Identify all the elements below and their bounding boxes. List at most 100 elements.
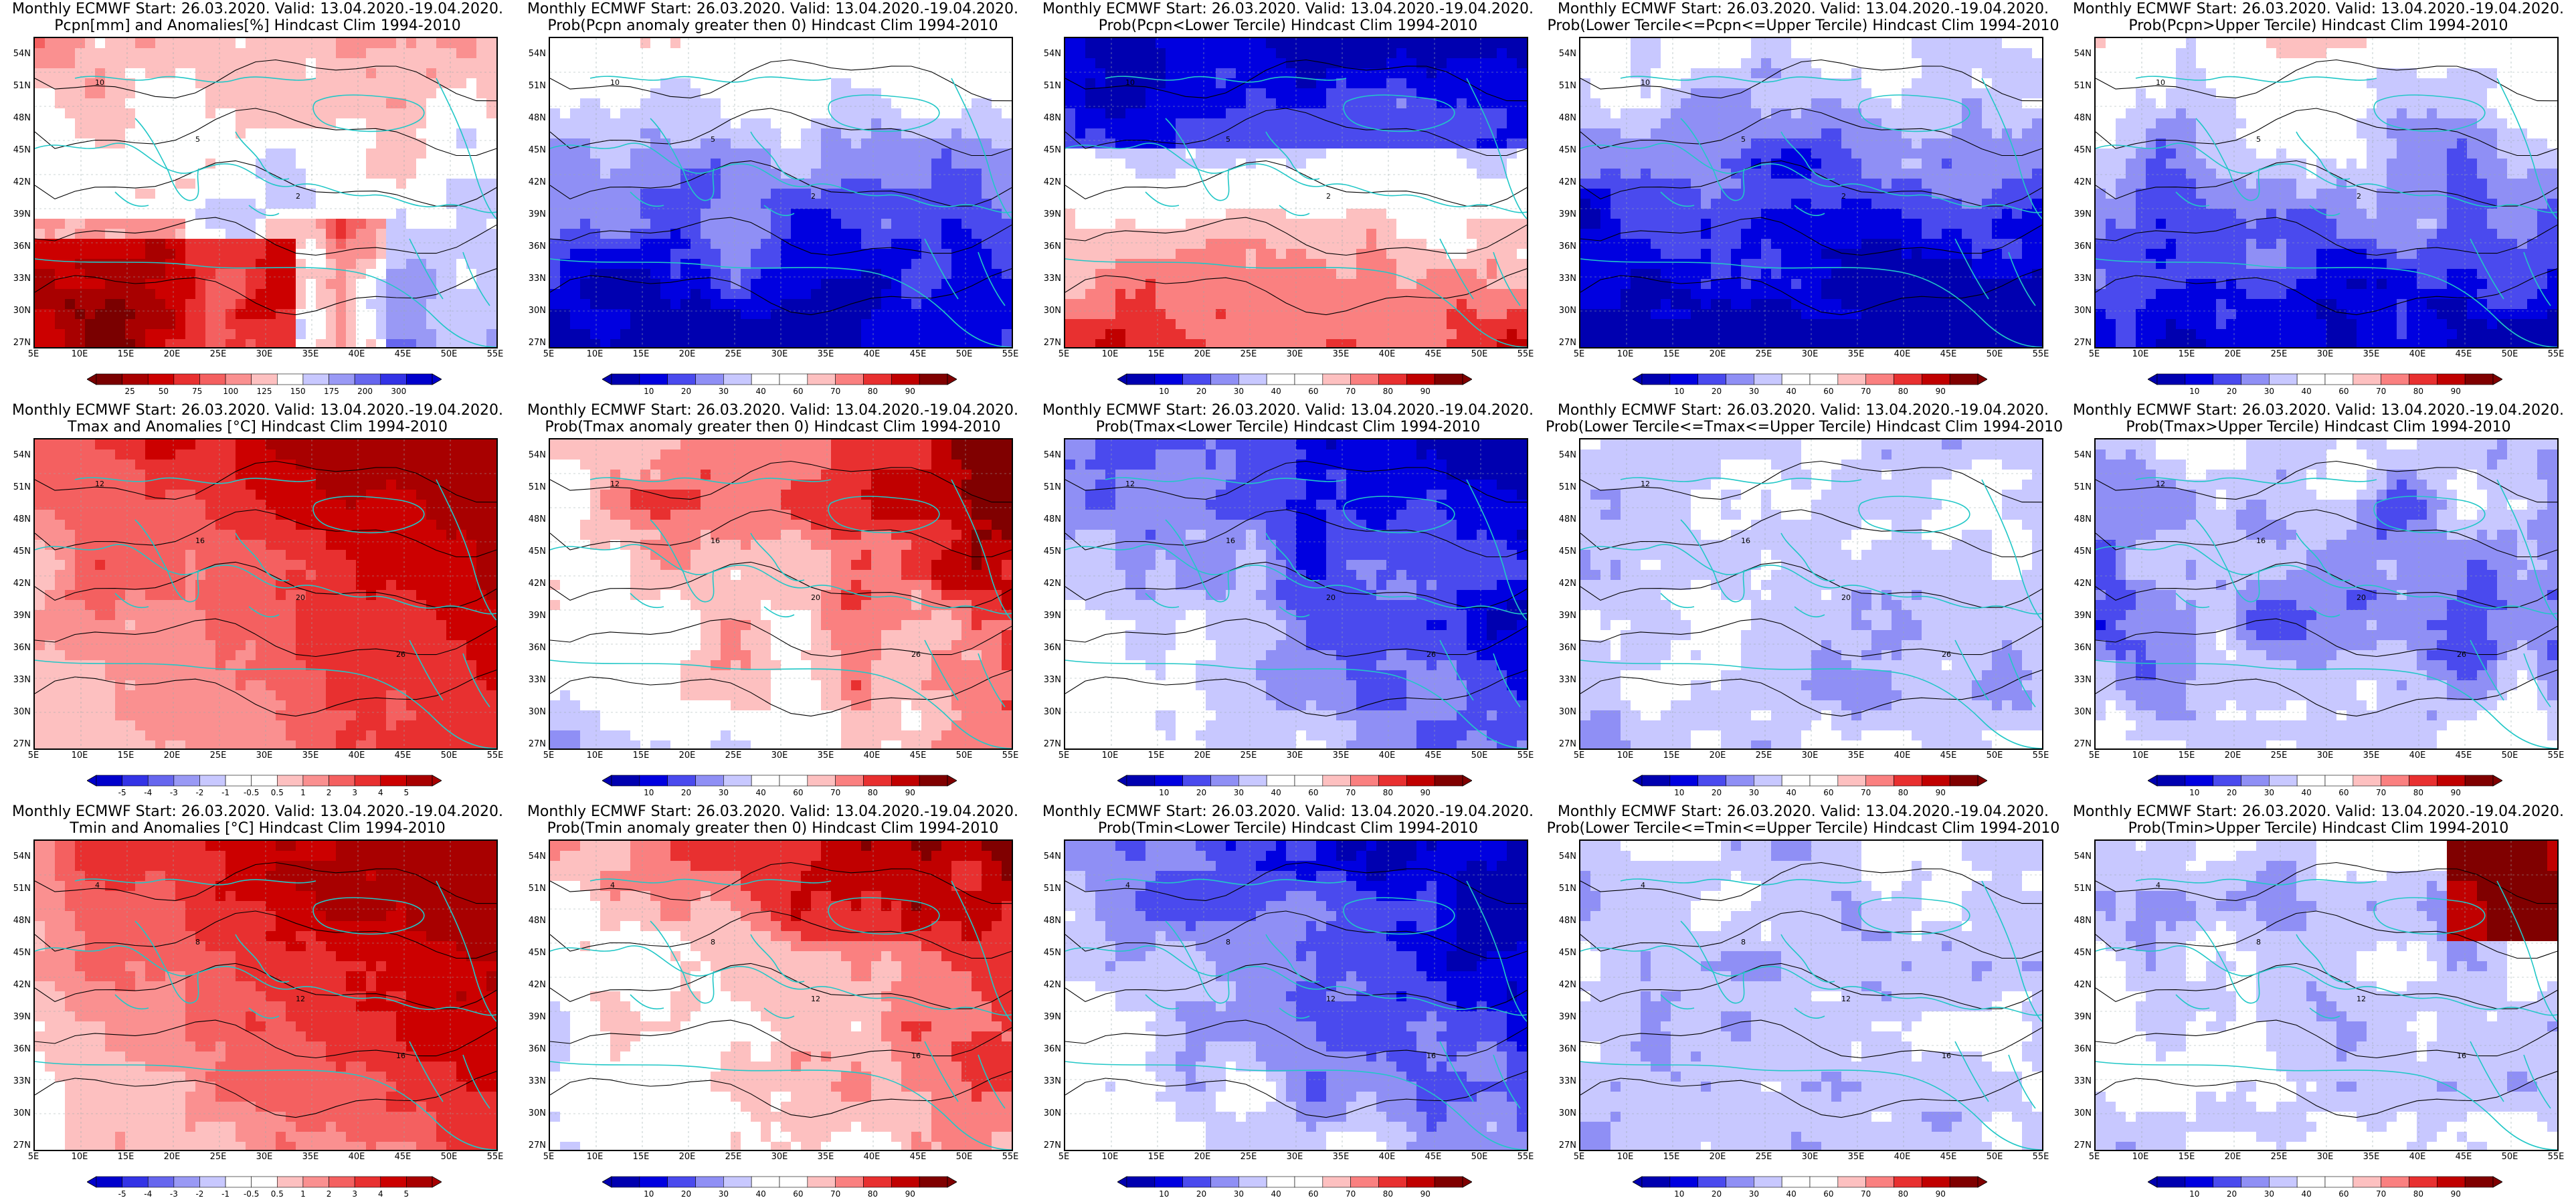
- lat-tick-label: 45N: [2065, 546, 2092, 557]
- panel-title-line2: Prob(Tmin<Lower Tercile) Hindcast Clim 1…: [1030, 821, 1546, 837]
- colorbar-swatch: [1406, 373, 1435, 385]
- contour-line: [1065, 862, 1527, 904]
- coastline: [1580, 660, 2042, 748]
- lat-tick-label: 39N: [1034, 209, 1061, 219]
- colorbar-label: 70: [1856, 788, 1876, 797]
- coastline: [235, 934, 290, 983]
- lat-tick-label: 51N: [4, 884, 31, 894]
- contour-line: [550, 910, 1012, 959]
- colorbar-swatch: [1266, 373, 1295, 385]
- contour-label: 12: [1125, 480, 1135, 488]
- lat-tick-label: 33N: [4, 675, 31, 685]
- colorbar-label: 30: [1228, 1189, 1249, 1199]
- coastline: [1065, 258, 1527, 347]
- coastline: [1954, 1041, 2036, 1109]
- contour-line: [1580, 1071, 2042, 1118]
- colorbar-swatch: [1865, 373, 1894, 385]
- contour-line: [550, 460, 1012, 503]
- colorbar-label: 90: [2446, 1189, 2466, 1199]
- field-shading: 12 16 20 26: [2096, 439, 2557, 748]
- lat-tick-label: 30N: [519, 707, 546, 717]
- lat-tick-label: 33N: [1034, 274, 1061, 284]
- lat-tick-label: 51N: [519, 884, 546, 894]
- colorbar-label: 30: [1744, 1189, 1764, 1199]
- lat-tick-label: 42N: [1034, 579, 1061, 589]
- colorbar-swatch: [1238, 373, 1267, 385]
- lon-tick-label: 50E: [1981, 349, 2008, 359]
- field-shading: 4 8 12 16: [35, 841, 496, 1150]
- field-shading: 10 5 2: [550, 38, 1012, 347]
- contour-label: 8: [1741, 938, 1746, 946]
- lon-tick-label: 55E: [2027, 750, 2054, 761]
- colorbar-swatch: [667, 775, 696, 787]
- colorbar-swatch: [1669, 373, 1698, 385]
- lat-tick-label: 36N: [1034, 643, 1061, 653]
- lat-tick-label: 54N: [1034, 450, 1061, 460]
- lon-tick-label: 45E: [1420, 1152, 1447, 1162]
- colorbar-label: 40: [2296, 387, 2316, 396]
- lat-tick-label: 36N: [2065, 1044, 2092, 1054]
- contour-line: [2096, 670, 2557, 717]
- contour-label: 8: [2256, 938, 2261, 946]
- colorbar-swatch: [354, 1176, 381, 1188]
- colorbar-label: -4: [138, 1189, 158, 1199]
- colorbar-swatch: [1266, 775, 1295, 787]
- lon-tick-label: 50E: [2496, 349, 2523, 359]
- coastline: [1858, 94, 1970, 132]
- contour-label: 4: [95, 881, 100, 890]
- lon-tick-label: 30E: [251, 349, 278, 359]
- contour-line: [2096, 460, 2557, 503]
- colorbar-swatch: [1949, 373, 1979, 385]
- coastline: [2195, 920, 2260, 1004]
- lon-tick-label: 25E: [720, 1152, 747, 1162]
- colorbar-swatch: [147, 373, 175, 385]
- contour-line: [35, 561, 496, 608]
- contour-label: 10: [610, 78, 620, 87]
- coastline: [436, 880, 496, 1022]
- contour-line: [35, 862, 496, 904]
- coastline: [35, 945, 496, 1016]
- map-panel-tmax-anom: Monthly ECMWF Start: 26.03.2020. Valid: …: [0, 401, 515, 803]
- colorbar-swatch: [302, 373, 329, 385]
- contour-label: 10: [2156, 78, 2165, 87]
- coastline: [589, 76, 832, 83]
- map-panel-tmin-gt0: Monthly ECMWF Start: 26.03.2020. Valid: …: [515, 803, 1030, 1204]
- lat-tick-label: 45N: [519, 145, 546, 155]
- panel-title-line2: Tmin and Anomalies [°C] Hindcast Clim 19…: [0, 821, 515, 837]
- colorbar-swatch: [1726, 1176, 1754, 1188]
- lat-tick-label: 54N: [2065, 49, 2092, 59]
- coastline: [2496, 479, 2557, 621]
- panel-title-line1: Monthly ECMWF Start: 26.03.2020. Valid: …: [1546, 403, 2061, 419]
- coastline: [1065, 544, 1527, 615]
- lat-tick-label: 45N: [1550, 546, 1576, 557]
- field-shading: 10 5 2: [35, 38, 496, 347]
- coastline: [2175, 593, 2340, 617]
- lat-tick-label: 48N: [1034, 113, 1061, 123]
- lon-tick-label: 10E: [1612, 349, 1639, 359]
- lon-tick-label: 35E: [812, 349, 839, 359]
- lat-tick-label: 33N: [519, 675, 546, 685]
- lon-tick-label: 10E: [2127, 1152, 2154, 1162]
- colorbar-label: 60: [1303, 387, 1323, 396]
- colorbar-swatch: [302, 1176, 329, 1188]
- colorbar-swatch: [2156, 1176, 2186, 1188]
- lat-tick-label: 39N: [1550, 209, 1576, 219]
- lon-tick-label: 40E: [1889, 1152, 1916, 1162]
- lat-tick-label: 33N: [1550, 274, 1576, 284]
- lat-tick-label: 39N: [519, 209, 546, 219]
- colorbar-label: 40: [1266, 788, 1286, 797]
- panel-title-line1: Monthly ECMWF Start: 26.03.2020. Valid: …: [515, 804, 1030, 820]
- contour-line: [2096, 618, 2557, 658]
- colorbar-swatch: [1949, 775, 1979, 787]
- colorbar: 25 50 75 100 125 150 175 200 300: [87, 373, 442, 400]
- colorbar-label: 60: [1303, 788, 1323, 797]
- colorbar-swatch: [1350, 373, 1379, 385]
- panel-title-line2: Prob(Tmin>Upper Tercile) Hindcast Clim 1…: [2061, 821, 2576, 837]
- contour-line: [2096, 910, 2557, 959]
- colorbar-right-arrow: [1977, 373, 1987, 385]
- panel-title-line1: Monthly ECMWF Start: 26.03.2020. Valid: …: [0, 1, 515, 17]
- coastline: [312, 897, 425, 935]
- coastline: [1165, 920, 1230, 1004]
- colorbar-swatch: [1754, 373, 1782, 385]
- colorbar-left-arrow: [1633, 775, 1643, 787]
